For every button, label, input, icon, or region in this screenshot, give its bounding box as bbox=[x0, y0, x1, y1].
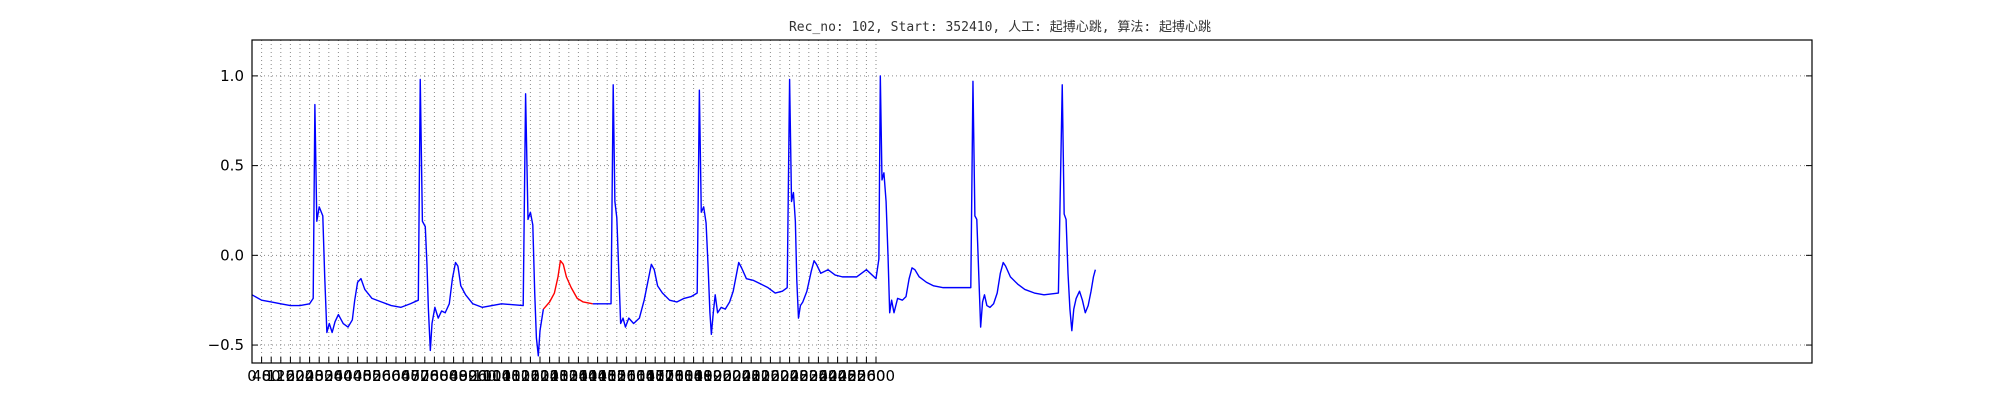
x-tick-label: 1560 bbox=[607, 367, 645, 385]
x-tick-label: 2440 bbox=[819, 367, 857, 385]
x-tick-label: 1040 bbox=[483, 367, 521, 385]
x-tick-label: 2320 bbox=[790, 367, 828, 385]
ecg-traces bbox=[251, 75, 1097, 357]
x-tick-label: 800 bbox=[430, 367, 459, 385]
x-tick-label: 2280 bbox=[780, 367, 818, 385]
x-tick-label: 200 bbox=[286, 367, 315, 385]
x-tick-label: 280 bbox=[305, 367, 334, 385]
x-tick-label: 440 bbox=[343, 367, 372, 385]
x-tick-label: 1680 bbox=[636, 367, 674, 385]
x-tick-label: 2560 bbox=[847, 367, 885, 385]
x-tick-label: 1600 bbox=[617, 367, 655, 385]
x-tick-label: 2240 bbox=[771, 367, 809, 385]
x-tick-label: 520 bbox=[362, 367, 391, 385]
x-tick-label: 1920 bbox=[694, 367, 732, 385]
x-tick-label: 2360 bbox=[799, 367, 837, 385]
x-tick-label: 560 bbox=[372, 367, 401, 385]
x-tick-label: 120 bbox=[266, 367, 295, 385]
x-tick-label: 160 bbox=[276, 367, 305, 385]
y-tick-label: 1.0 bbox=[220, 67, 244, 85]
x-tick-label: 2000 bbox=[713, 367, 751, 385]
x-tick-label: 0 bbox=[247, 367, 257, 385]
x-tick-label: 360 bbox=[324, 367, 353, 385]
y-tick-label: 0.5 bbox=[220, 157, 244, 175]
x-tick-label: 1640 bbox=[627, 367, 665, 385]
x-tick-label: 40 bbox=[252, 367, 271, 385]
x-tick-label: 1120 bbox=[502, 367, 540, 385]
y-axis: 1.0 0.5 0.0 −0.5 bbox=[208, 67, 1812, 354]
x-tick-label: 1840 bbox=[675, 367, 713, 385]
x-tick-label: 1720 bbox=[646, 367, 684, 385]
x-tick-label: 2400 bbox=[809, 367, 847, 385]
x-tick-label: 640 bbox=[391, 367, 420, 385]
grid-lines bbox=[252, 40, 1812, 363]
x-tick-label: 600 bbox=[382, 367, 411, 385]
x-tick-label: 760 bbox=[420, 367, 449, 385]
x-tick-label: 2160 bbox=[751, 367, 789, 385]
x-tick-label: 1800 bbox=[665, 367, 703, 385]
y-tick-label: −0.5 bbox=[208, 336, 244, 354]
x-tick-label: 880 bbox=[449, 367, 478, 385]
x-tick-label: 2120 bbox=[742, 367, 780, 385]
x-tick-label: 1320 bbox=[550, 367, 588, 385]
x-tick-label: 1160 bbox=[511, 367, 549, 385]
x-axis: 0408012016020024028032036040044048052056… bbox=[247, 357, 895, 385]
chart-title: Rec_no: 102, Start: 352410, 人工: 起搏心跳, 算法… bbox=[789, 19, 1211, 35]
x-tick-label: 2600 bbox=[857, 367, 895, 385]
x-tick-label: 1200 bbox=[521, 367, 559, 385]
x-tick-label: 480 bbox=[353, 367, 382, 385]
x-tick-label: 2040 bbox=[723, 367, 761, 385]
x-tick-label: 1880 bbox=[684, 367, 722, 385]
x-tick-label: 240 bbox=[295, 367, 324, 385]
x-tick-label: 400 bbox=[334, 367, 363, 385]
x-tick-label: 1440 bbox=[579, 367, 617, 385]
x-tick-label: 1240 bbox=[531, 367, 569, 385]
x-tick-label: 960 bbox=[468, 367, 497, 385]
y-tick-label: 0.0 bbox=[220, 246, 244, 264]
x-tick-label: 2520 bbox=[838, 367, 876, 385]
x-tick-label: 2080 bbox=[732, 367, 770, 385]
x-tick-label: 1760 bbox=[655, 367, 693, 385]
ecg-trace-highlighted-beat bbox=[542, 260, 593, 310]
x-tick-label: 80 bbox=[262, 367, 281, 385]
x-tick-label: 1360 bbox=[559, 367, 597, 385]
x-tick-label: 720 bbox=[410, 367, 439, 385]
x-tick-label: 2200 bbox=[761, 367, 799, 385]
x-tick-label: 1480 bbox=[588, 367, 626, 385]
x-tick-label: 1520 bbox=[598, 367, 636, 385]
ecg-trace-segment bbox=[592, 75, 1097, 335]
x-tick-label: 2480 bbox=[828, 367, 866, 385]
x-tick-label: 320 bbox=[314, 367, 343, 385]
x-tick-label: 1280 bbox=[540, 367, 578, 385]
x-tick-label: 840 bbox=[439, 367, 468, 385]
x-tick-label: 1000 bbox=[473, 367, 511, 385]
x-tick-label: 1400 bbox=[569, 367, 607, 385]
ecg-trace-segment bbox=[251, 78, 545, 357]
x-tick-label: 1960 bbox=[703, 367, 741, 385]
x-tick-label: 1080 bbox=[492, 367, 530, 385]
x-tick-label: 920 bbox=[458, 367, 487, 385]
x-tick-label: 680 bbox=[401, 367, 430, 385]
plot-frame bbox=[251, 39, 1813, 364]
